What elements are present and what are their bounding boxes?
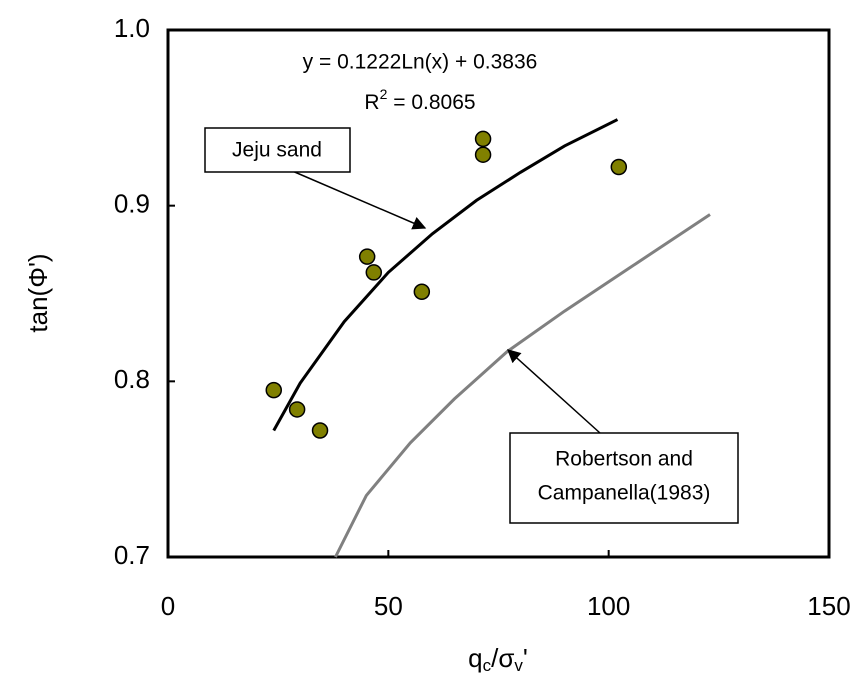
- r-squared: R2 = 0.8065: [364, 86, 475, 114]
- robertson-arrow: [506, 349, 601, 434]
- x-tick-label: 100: [587, 591, 630, 621]
- data-point: [365, 264, 383, 281]
- data-point: [474, 146, 492, 163]
- x-title-sub: v: [514, 656, 523, 675]
- data-point: [288, 401, 306, 418]
- equation: y = 0.1222Ln(x) + 0.3836: [303, 51, 538, 74]
- data-point: [265, 381, 283, 399]
- curve: [272, 118, 619, 432]
- x-tick-label: 150: [807, 591, 850, 621]
- data-point: [413, 283, 431, 300]
- y-tick-label: 0.9: [114, 189, 150, 219]
- y-tick-label: 0.8: [114, 364, 150, 394]
- data-point: [474, 130, 492, 148]
- jeju-arrow: [289, 169, 427, 230]
- robertson-label: Robertson and: [555, 448, 693, 471]
- robertson-label: Campanella(1983): [538, 482, 711, 505]
- marks: 0.7 0.8 0.9 1.0 0 50 100 150: [114, 13, 851, 621]
- jeju-label: Jeju sand: [232, 139, 322, 162]
- plot-frame: [166, 28, 831, 559]
- y-axis-title: tan(Φ'): [23, 253, 53, 332]
- r2-text: R: [364, 91, 379, 114]
- robertson-box: [509, 432, 739, 524]
- r2-text: = 0.8065: [387, 91, 475, 114]
- x-title-text: q: [468, 643, 482, 673]
- x-tick-label: 0: [161, 591, 175, 621]
- x-title-text: /σ: [491, 643, 514, 673]
- y-tick-label: 0.7: [114, 540, 150, 570]
- data-point: [610, 158, 628, 176]
- x-title-text: ': [523, 643, 528, 673]
- y-tick-label: 1.0: [114, 13, 150, 43]
- r2-sup: 2: [380, 86, 388, 102]
- x-tick-label: 50: [374, 591, 403, 621]
- x-title-sub: c: [483, 656, 492, 675]
- jeju-box: [204, 127, 351, 173]
- x-axis-title: qc/σv': [468, 643, 528, 676]
- data-point: [311, 422, 329, 439]
- data-point: [358, 248, 376, 265]
- curve: [334, 213, 711, 558]
